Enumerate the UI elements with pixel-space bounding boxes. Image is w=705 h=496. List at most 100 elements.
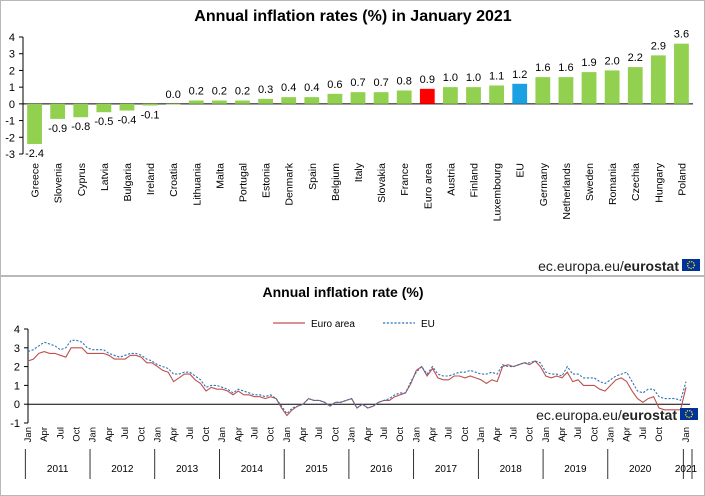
source-brand: eurostat xyxy=(624,258,680,274)
year-label: 2013 xyxy=(176,464,199,475)
y-tick-label: 0 xyxy=(14,399,20,411)
month-label: Jan xyxy=(282,427,293,442)
month-label: Oct xyxy=(654,427,665,442)
bar xyxy=(211,100,227,104)
category-label: Luxembourg xyxy=(492,163,504,222)
month-label: Jul xyxy=(250,427,261,439)
month-label: Jul xyxy=(444,427,455,439)
month-label: Jul xyxy=(55,427,66,439)
month-label: Jan xyxy=(23,427,34,442)
month-label: Jan xyxy=(88,427,99,442)
y-tick-label: -1 xyxy=(10,418,20,430)
y-tick-label: -3 xyxy=(5,149,15,161)
month-label: Jul xyxy=(120,427,131,439)
month-label: Jan xyxy=(605,427,616,442)
y-tick-label: -1 xyxy=(5,116,15,128)
bar xyxy=(50,103,66,119)
line-chart-panel: Annual inflation rate (%) -1 0 1 2 3 4 Jan Apr J… xyxy=(0,276,705,496)
bar xyxy=(73,103,89,118)
y-tick-label: 2 xyxy=(9,65,15,77)
month-label: Jan xyxy=(476,427,487,442)
year-label: 2020 xyxy=(629,464,652,475)
bar-value-label: 3.6 xyxy=(674,29,689,41)
bar-value-label: 0.2 xyxy=(189,86,204,98)
source-text: ec.europa.eu/eurostat xyxy=(538,258,679,274)
bar-value-label: -0.5 xyxy=(94,116,113,128)
legend-label: Euro area xyxy=(311,319,355,330)
y-tick-label: 1 xyxy=(14,380,20,392)
category-label: Czechia xyxy=(630,163,642,201)
y-tick-label: 1 xyxy=(9,82,15,94)
category-label: France xyxy=(399,163,411,196)
bar-value-label: 2.9 xyxy=(651,40,666,52)
year-label: 2017 xyxy=(435,464,458,475)
year-label: 2021 xyxy=(675,464,698,475)
category-label: Malta xyxy=(214,163,226,189)
bar xyxy=(558,77,574,104)
bar xyxy=(466,87,481,104)
year-label: 2014 xyxy=(241,464,264,475)
bar xyxy=(304,97,320,104)
line-chart-title: Annual inflation rate (%) xyxy=(263,284,424,300)
category-label: Slovakia xyxy=(376,163,388,203)
source-text: ec.europa.eu/eurostat xyxy=(536,407,677,423)
y-tick-label: 0 xyxy=(9,99,15,111)
bar-value-label: 1.0 xyxy=(443,72,458,84)
bar-value-label: 0.6 xyxy=(327,79,342,91)
source-credit: ec.europa.eu/eurostat xyxy=(536,407,698,423)
bar xyxy=(650,55,666,104)
line-chart: Annual inflation rate (%) -1 0 1 2 3 4 Jan Apr J… xyxy=(10,284,698,479)
month-label: Apr xyxy=(622,427,633,442)
bar xyxy=(443,87,458,104)
bar-value-label: 0.8 xyxy=(397,75,412,87)
bar-value-label: -0.1 xyxy=(141,110,160,122)
year-label: 2012 xyxy=(111,464,134,475)
month-label: Apr xyxy=(428,427,439,442)
bar-value-label: 2.2 xyxy=(628,52,643,64)
category-label: Greece xyxy=(30,163,42,198)
month-label: Oct xyxy=(201,427,212,442)
bar xyxy=(373,92,389,104)
bar xyxy=(281,97,297,104)
bar xyxy=(419,88,435,104)
month-label: Jul xyxy=(379,427,390,439)
y-tick-label: 3 xyxy=(14,343,20,355)
month-label: Oct xyxy=(266,427,277,442)
bar-value-label: 0.4 xyxy=(304,82,319,94)
legend-label: EU xyxy=(421,319,435,330)
category-label: Estonia xyxy=(261,163,273,198)
bar-value-label: 2.0 xyxy=(604,55,619,67)
bar xyxy=(27,103,42,144)
category-label: Finland xyxy=(469,163,481,198)
bar xyxy=(142,103,158,106)
bar xyxy=(96,103,112,113)
bar-value-label: 1.0 xyxy=(466,72,481,84)
year-label: 2015 xyxy=(305,464,328,475)
bar-value-label: 1.6 xyxy=(558,62,573,74)
month-label: Jan xyxy=(152,427,163,442)
category-label: Netherlands xyxy=(561,163,573,220)
month-label: Oct xyxy=(136,427,147,442)
bar xyxy=(235,100,250,104)
category-label: Cyprus xyxy=(76,163,88,196)
bar xyxy=(489,85,505,104)
month-label: Apr xyxy=(557,427,568,442)
bar xyxy=(119,103,135,111)
bar xyxy=(327,93,343,104)
category-label: Italy xyxy=(353,162,365,182)
category-label: Euro area xyxy=(422,163,434,209)
month-label: Apr xyxy=(492,427,503,442)
category-label: Belgium xyxy=(330,163,342,201)
year-label: 2011 xyxy=(47,464,69,475)
month-label: Apr xyxy=(169,427,180,442)
bar xyxy=(165,103,181,105)
month-label: Apr xyxy=(233,427,244,442)
month-label: Apr xyxy=(104,427,115,442)
bar xyxy=(512,83,528,104)
bar-chart: Annual inflation rates (%) in January 20… xyxy=(5,8,700,274)
category-label: Ireland xyxy=(145,163,157,195)
source-credit: ec.europa.eu/eurostat xyxy=(538,258,700,274)
bar-value-label: 0.2 xyxy=(212,86,227,98)
series-line xyxy=(27,339,687,415)
